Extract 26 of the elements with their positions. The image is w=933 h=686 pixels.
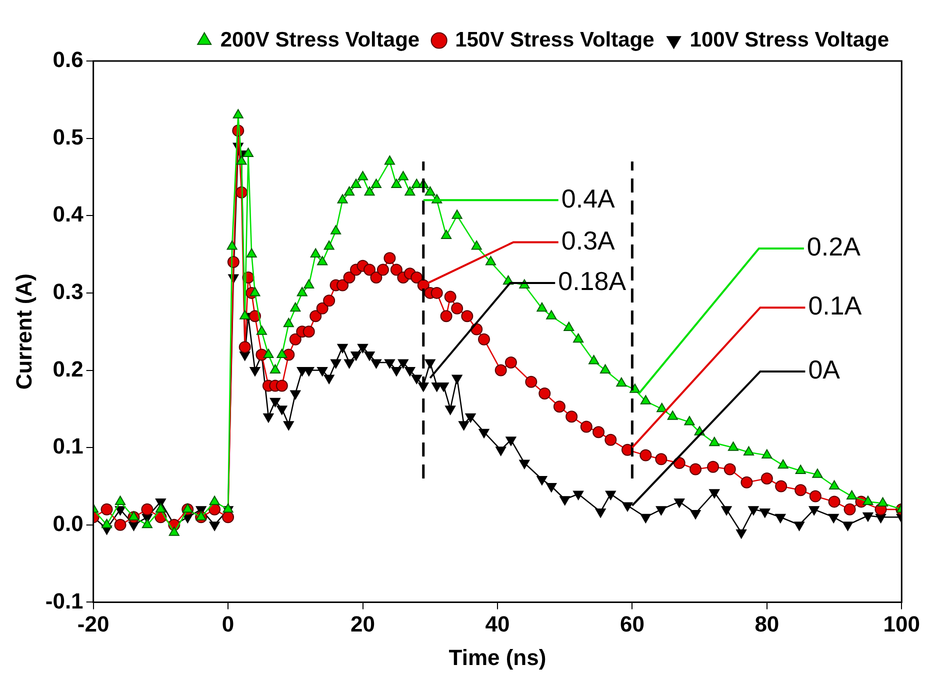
x-tick-label: 20 [350, 611, 375, 636]
y-tick-label: -0.1 [45, 588, 84, 614]
x-tick-label: 60 [620, 611, 644, 636]
y-tick-label: 0.3 [52, 279, 84, 304]
x-tick-label: 0 [222, 611, 234, 636]
y-tick-label: 0.6 [52, 47, 84, 72]
annotation: 0.3A [561, 225, 616, 256]
y-tick-label: 0.5 [52, 124, 84, 150]
legend-label: 100V Stress Voltage [690, 28, 890, 52]
annotation: 0.4A [561, 183, 616, 214]
x-axis-title: Time (ns) [448, 644, 546, 670]
legend-label: 200V Stress Voltage [220, 28, 420, 52]
x-tick-label: 80 [754, 611, 780, 636]
x-tick-label: 100 [883, 611, 920, 636]
legend-label: 150V Stress Voltage [455, 28, 654, 52]
x-tick-label: 40 [485, 611, 510, 636]
annotation: 0.18A [558, 266, 627, 296]
annotation: 0.2A [806, 232, 862, 262]
y-axis-title: Current (A) [11, 274, 36, 390]
x-tick-label: -20 [77, 611, 110, 636]
y-tick-label: 0.1 [52, 434, 84, 459]
annotation: 0A [808, 354, 841, 385]
y-tick-label: 0.2 [52, 356, 84, 382]
y-tick-label: 0.4 [52, 202, 84, 227]
annotation: 0.1A [808, 290, 862, 321]
y-tick-label: 0.0 [52, 510, 84, 536]
